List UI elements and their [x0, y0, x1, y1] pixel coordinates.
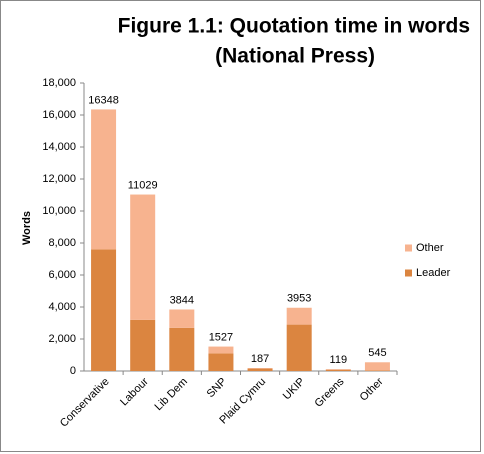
y-tick-label: 12,000: [42, 173, 76, 185]
data-label: 3953: [287, 293, 311, 305]
bar-segment: [130, 194, 156, 320]
data-label: 545: [368, 347, 386, 359]
bar-segment: [208, 353, 234, 371]
data-label: 16348: [88, 94, 119, 106]
legend-label: Other: [416, 242, 444, 254]
bar-segment: [325, 369, 351, 371]
bar-segment: [169, 327, 195, 371]
y-tick-label: 8,000: [48, 237, 76, 249]
chart-title: (National Press): [215, 45, 375, 68]
y-tick-label: 6,000: [48, 269, 76, 281]
bar-segment: [130, 319, 156, 371]
data-label: 1527: [209, 331, 233, 343]
y-tick-label: 4,000: [48, 301, 76, 313]
data-label: 3844: [170, 294, 194, 306]
bar-segment: [364, 362, 390, 371]
bar-segment: [286, 307, 312, 325]
bar-segment: [91, 109, 117, 250]
y-tick-label: 18,000: [42, 77, 76, 89]
data-label: 119: [330, 354, 348, 366]
y-tick-label: 10,000: [42, 205, 76, 217]
y-tick-label: 2,000: [48, 333, 76, 345]
chart-title: Figure 1.1: Quotation time in words: [118, 15, 470, 38]
y-tick-label: 16,000: [42, 109, 76, 121]
data-label: 11029: [128, 179, 158, 191]
bar-segment: [247, 368, 273, 369]
y-tick-label: 14,000: [42, 141, 76, 153]
legend-label: Leader: [416, 267, 451, 279]
legend-swatch: [405, 244, 412, 252]
bar-segment: [325, 369, 351, 370]
bar-segment: [247, 368, 273, 371]
bar-segment: [208, 346, 234, 354]
data-label: 187: [251, 353, 269, 365]
y-axis-label: Words: [21, 211, 33, 245]
bar-segment: [286, 324, 312, 371]
legend-swatch: [405, 269, 412, 277]
bar-segment: [364, 370, 390, 371]
bar-segment: [91, 249, 117, 371]
y-tick-label: 0: [70, 365, 76, 377]
bar-segment: [169, 309, 195, 328]
